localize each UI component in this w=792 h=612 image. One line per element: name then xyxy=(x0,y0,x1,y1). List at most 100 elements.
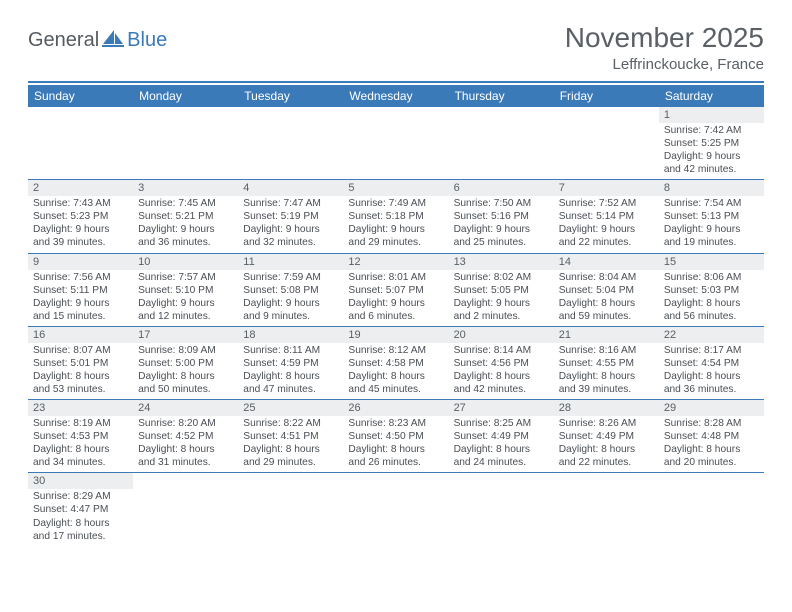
day-number: 28 xyxy=(554,400,659,416)
day-body: Sunrise: 8:25 AMSunset: 4:49 PMDaylight:… xyxy=(449,416,554,472)
day-body: Sunrise: 8:23 AMSunset: 4:50 PMDaylight:… xyxy=(343,416,448,472)
day-body: Sunrise: 7:45 AMSunset: 5:21 PMDaylight:… xyxy=(133,196,238,252)
calendar-cell: 4Sunrise: 7:47 AMSunset: 5:19 PMDaylight… xyxy=(238,180,343,253)
day-body: Sunrise: 8:22 AMSunset: 4:51 PMDaylight:… xyxy=(238,416,343,472)
calendar-cell xyxy=(554,107,659,180)
day-body: Sunrise: 7:42 AMSunset: 5:25 PMDaylight:… xyxy=(659,123,764,179)
calendar-cell: 6Sunrise: 7:50 AMSunset: 5:16 PMDaylight… xyxy=(449,180,554,253)
day-number: 17 xyxy=(133,327,238,343)
day-body: Sunrise: 8:01 AMSunset: 5:07 PMDaylight:… xyxy=(343,270,448,326)
day-number: 15 xyxy=(659,254,764,270)
day-number: 30 xyxy=(28,473,133,489)
day-number: 1 xyxy=(659,107,764,123)
calendar-cell xyxy=(133,107,238,180)
calendar-cell xyxy=(449,473,554,546)
day-number: 13 xyxy=(449,254,554,270)
calendar-cell xyxy=(28,107,133,180)
day-number: 19 xyxy=(343,327,448,343)
calendar-cell: 28Sunrise: 8:26 AMSunset: 4:49 PMDayligh… xyxy=(554,400,659,473)
day-number: 25 xyxy=(238,400,343,416)
day-number: 23 xyxy=(28,400,133,416)
calendar-cell: 21Sunrise: 8:16 AMSunset: 4:55 PMDayligh… xyxy=(554,326,659,399)
day-number: 14 xyxy=(554,254,659,270)
calendar-cell: 29Sunrise: 8:28 AMSunset: 4:48 PMDayligh… xyxy=(659,400,764,473)
day-body: Sunrise: 7:54 AMSunset: 5:13 PMDaylight:… xyxy=(659,196,764,252)
day-body: Sunrise: 8:20 AMSunset: 4:52 PMDaylight:… xyxy=(133,416,238,472)
calendar-cell: 1Sunrise: 7:42 AMSunset: 5:25 PMDaylight… xyxy=(659,107,764,180)
calendar-cell: 20Sunrise: 8:14 AMSunset: 4:56 PMDayligh… xyxy=(449,326,554,399)
weekday-header: Thursday xyxy=(449,85,554,107)
day-body: Sunrise: 8:06 AMSunset: 5:03 PMDaylight:… xyxy=(659,270,764,326)
weekday-header-row: SundayMondayTuesdayWednesdayThursdayFrid… xyxy=(28,85,764,107)
day-number: 9 xyxy=(28,254,133,270)
divider xyxy=(28,81,764,83)
calendar-cell xyxy=(554,473,659,546)
weekday-header: Wednesday xyxy=(343,85,448,107)
calendar-cell: 8Sunrise: 7:54 AMSunset: 5:13 PMDaylight… xyxy=(659,180,764,253)
day-number: 4 xyxy=(238,180,343,196)
day-number: 12 xyxy=(343,254,448,270)
calendar-cell: 23Sunrise: 8:19 AMSunset: 4:53 PMDayligh… xyxy=(28,400,133,473)
day-body: Sunrise: 7:52 AMSunset: 5:14 PMDaylight:… xyxy=(554,196,659,252)
day-body: Sunrise: 8:12 AMSunset: 4:58 PMDaylight:… xyxy=(343,343,448,399)
day-number: 24 xyxy=(133,400,238,416)
calendar-cell: 15Sunrise: 8:06 AMSunset: 5:03 PMDayligh… xyxy=(659,253,764,326)
calendar-cell: 9Sunrise: 7:56 AMSunset: 5:11 PMDaylight… xyxy=(28,253,133,326)
calendar-table: SundayMondayTuesdayWednesdayThursdayFrid… xyxy=(28,85,764,546)
day-body: Sunrise: 7:50 AMSunset: 5:16 PMDaylight:… xyxy=(449,196,554,252)
calendar-row: 2Sunrise: 7:43 AMSunset: 5:23 PMDaylight… xyxy=(28,180,764,253)
calendar-row: 16Sunrise: 8:07 AMSunset: 5:01 PMDayligh… xyxy=(28,326,764,399)
calendar-cell: 3Sunrise: 7:45 AMSunset: 5:21 PMDaylight… xyxy=(133,180,238,253)
calendar-cell xyxy=(238,107,343,180)
month-title: November 2025 xyxy=(565,22,764,54)
calendar-cell: 7Sunrise: 7:52 AMSunset: 5:14 PMDaylight… xyxy=(554,180,659,253)
day-number: 10 xyxy=(133,254,238,270)
day-number: 18 xyxy=(238,327,343,343)
day-number: 16 xyxy=(28,327,133,343)
day-body: Sunrise: 7:47 AMSunset: 5:19 PMDaylight:… xyxy=(238,196,343,252)
weekday-header: Tuesday xyxy=(238,85,343,107)
sail-icon xyxy=(101,28,125,53)
day-number: 2 xyxy=(28,180,133,196)
calendar-cell: 18Sunrise: 8:11 AMSunset: 4:59 PMDayligh… xyxy=(238,326,343,399)
location: Leffrinckoucke, France xyxy=(565,56,764,73)
day-number: 11 xyxy=(238,254,343,270)
day-number: 3 xyxy=(133,180,238,196)
calendar-cell: 10Sunrise: 7:57 AMSunset: 5:10 PMDayligh… xyxy=(133,253,238,326)
logo-text-blue: Blue xyxy=(127,29,167,52)
calendar-row: 1Sunrise: 7:42 AMSunset: 5:25 PMDaylight… xyxy=(28,107,764,180)
calendar-cell: 14Sunrise: 8:04 AMSunset: 5:04 PMDayligh… xyxy=(554,253,659,326)
calendar-cell: 12Sunrise: 8:01 AMSunset: 5:07 PMDayligh… xyxy=(343,253,448,326)
day-body: Sunrise: 8:09 AMSunset: 5:00 PMDaylight:… xyxy=(133,343,238,399)
calendar-row: 9Sunrise: 7:56 AMSunset: 5:11 PMDaylight… xyxy=(28,253,764,326)
day-body: Sunrise: 8:04 AMSunset: 5:04 PMDaylight:… xyxy=(554,270,659,326)
weekday-header: Saturday xyxy=(659,85,764,107)
day-body: Sunrise: 7:43 AMSunset: 5:23 PMDaylight:… xyxy=(28,196,133,252)
day-body: Sunrise: 8:07 AMSunset: 5:01 PMDaylight:… xyxy=(28,343,133,399)
day-body: Sunrise: 7:59 AMSunset: 5:08 PMDaylight:… xyxy=(238,270,343,326)
logo-text-general: General xyxy=(28,29,99,52)
calendar-cell: 22Sunrise: 8:17 AMSunset: 4:54 PMDayligh… xyxy=(659,326,764,399)
day-body: Sunrise: 8:19 AMSunset: 4:53 PMDaylight:… xyxy=(28,416,133,472)
header: General Blue November 2025 Leffrinckouck… xyxy=(28,22,764,73)
day-body: Sunrise: 7:56 AMSunset: 5:11 PMDaylight:… xyxy=(28,270,133,326)
calendar-cell: 30Sunrise: 8:29 AMSunset: 4:47 PMDayligh… xyxy=(28,473,133,546)
calendar-cell: 11Sunrise: 7:59 AMSunset: 5:08 PMDayligh… xyxy=(238,253,343,326)
day-body: Sunrise: 7:49 AMSunset: 5:18 PMDaylight:… xyxy=(343,196,448,252)
day-body: Sunrise: 8:14 AMSunset: 4:56 PMDaylight:… xyxy=(449,343,554,399)
day-number: 22 xyxy=(659,327,764,343)
calendar-cell: 24Sunrise: 8:20 AMSunset: 4:52 PMDayligh… xyxy=(133,400,238,473)
day-number: 7 xyxy=(554,180,659,196)
calendar-cell xyxy=(238,473,343,546)
calendar-cell xyxy=(343,473,448,546)
title-block: November 2025 Leffrinckoucke, France xyxy=(565,22,764,73)
day-body: Sunrise: 7:57 AMSunset: 5:10 PMDaylight:… xyxy=(133,270,238,326)
weekday-header: Friday xyxy=(554,85,659,107)
weekday-header: Monday xyxy=(133,85,238,107)
day-number: 21 xyxy=(554,327,659,343)
calendar-cell xyxy=(133,473,238,546)
day-body: Sunrise: 8:17 AMSunset: 4:54 PMDaylight:… xyxy=(659,343,764,399)
calendar-cell: 26Sunrise: 8:23 AMSunset: 4:50 PMDayligh… xyxy=(343,400,448,473)
calendar-cell: 19Sunrise: 8:12 AMSunset: 4:58 PMDayligh… xyxy=(343,326,448,399)
calendar-cell: 16Sunrise: 8:07 AMSunset: 5:01 PMDayligh… xyxy=(28,326,133,399)
